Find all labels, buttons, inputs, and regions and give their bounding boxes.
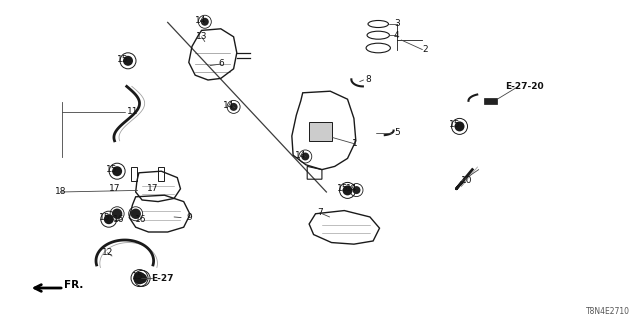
Text: 15: 15 [449,120,460,129]
Circle shape [123,56,133,66]
Text: 17: 17 [109,184,121,193]
Circle shape [104,214,114,224]
Bar [131,167,138,181]
Text: 5: 5 [394,128,399,137]
Text: 10: 10 [461,176,473,185]
Circle shape [112,166,122,176]
Text: 2: 2 [423,45,428,54]
Text: 15: 15 [106,165,118,174]
Bar [158,167,164,181]
Text: 1: 1 [353,140,358,148]
Text: 9: 9 [186,213,191,222]
Text: 4: 4 [394,31,399,40]
Text: 14: 14 [195,16,206,25]
Text: 13: 13 [196,32,207,41]
Text: 8: 8 [365,76,371,84]
Text: 16: 16 [113,215,124,224]
Circle shape [134,273,145,284]
Circle shape [342,185,353,196]
Text: 15: 15 [132,272,143,281]
Text: 16: 16 [135,215,147,224]
Polygon shape [484,98,497,104]
Circle shape [230,103,237,111]
Text: T8N4E2710: T8N4E2710 [586,307,630,316]
Circle shape [131,209,140,218]
Text: 18: 18 [55,188,67,196]
Text: 14: 14 [346,184,358,193]
Text: 17: 17 [147,184,158,193]
Text: 11: 11 [127,108,139,116]
Text: 15: 15 [117,55,129,64]
Circle shape [353,186,360,194]
Text: 7: 7 [317,208,323,217]
Circle shape [301,152,309,160]
Text: 15: 15 [99,213,110,222]
Text: 15: 15 [337,184,348,193]
Text: E-27-20: E-27-20 [506,82,544,91]
Text: 3: 3 [394,20,399,28]
Circle shape [137,273,147,284]
Polygon shape [309,122,332,141]
Circle shape [113,209,122,218]
Text: 6: 6 [218,60,223,68]
Text: FR.: FR. [64,280,83,291]
Text: 14: 14 [295,151,307,160]
Text: 14: 14 [223,101,235,110]
Circle shape [201,18,209,26]
Circle shape [454,121,465,132]
Text: 12: 12 [102,248,113,257]
Text: E-27: E-27 [150,274,173,283]
